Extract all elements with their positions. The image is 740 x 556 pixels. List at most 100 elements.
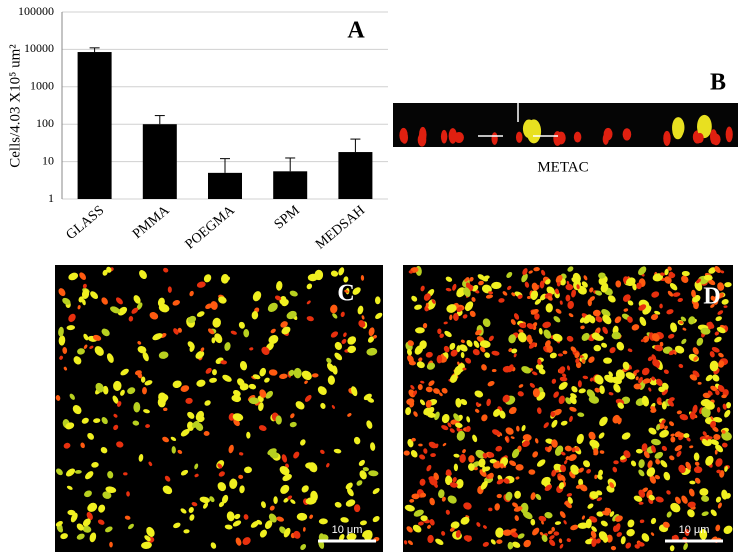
cell xyxy=(509,460,517,467)
cell xyxy=(433,472,439,481)
cell xyxy=(709,351,715,358)
cell xyxy=(482,452,488,459)
cell xyxy=(648,387,652,392)
cell xyxy=(496,478,504,485)
cell xyxy=(526,119,542,144)
cell xyxy=(443,345,450,353)
cell xyxy=(657,401,663,406)
cell xyxy=(699,529,708,540)
cell xyxy=(558,538,563,544)
cell xyxy=(180,385,190,392)
cell xyxy=(177,449,183,454)
cell xyxy=(667,400,674,407)
cell xyxy=(462,449,466,454)
cell xyxy=(559,543,564,549)
cell xyxy=(547,530,553,535)
cell xyxy=(248,397,260,405)
cell xyxy=(550,411,556,418)
cell xyxy=(480,480,488,490)
cell xyxy=(82,283,87,289)
cell xyxy=(418,357,423,362)
cell xyxy=(649,475,656,484)
cell xyxy=(258,402,264,412)
cell xyxy=(139,270,147,280)
cell xyxy=(367,336,375,343)
cell xyxy=(674,444,683,452)
cell xyxy=(269,505,275,511)
cell xyxy=(696,278,702,284)
cell xyxy=(366,420,373,429)
cell xyxy=(556,131,566,145)
cell xyxy=(259,529,267,538)
cell xyxy=(710,385,718,392)
cell xyxy=(538,515,547,522)
cell xyxy=(547,445,552,453)
cell xyxy=(419,340,427,350)
cell xyxy=(340,311,345,318)
cell xyxy=(717,384,725,393)
cell xyxy=(233,389,241,397)
cell xyxy=(463,502,472,510)
cell xyxy=(643,451,650,459)
cell xyxy=(640,338,645,342)
cell xyxy=(659,429,669,438)
cell xyxy=(500,463,504,469)
cell xyxy=(281,454,287,463)
cell xyxy=(604,374,615,383)
cell xyxy=(356,480,363,486)
cell xyxy=(420,380,425,384)
cell xyxy=(567,496,573,504)
x-tick-label: SPM xyxy=(272,203,304,233)
cell xyxy=(544,512,553,519)
cell xyxy=(87,432,95,440)
cell xyxy=(522,511,533,520)
cell xyxy=(409,402,415,408)
cell xyxy=(196,281,206,288)
cell xyxy=(317,386,327,395)
cell xyxy=(693,466,703,474)
cell xyxy=(532,388,540,398)
cell xyxy=(651,333,660,342)
x-tick-label: MEDSAH xyxy=(313,203,368,252)
cell xyxy=(526,296,532,299)
cell xyxy=(143,409,150,414)
cell xyxy=(488,472,494,479)
cell xyxy=(340,517,349,523)
cell xyxy=(511,292,516,297)
cell xyxy=(234,513,241,520)
cell xyxy=(650,532,655,536)
cell xyxy=(441,496,446,502)
cell xyxy=(259,367,267,377)
image-b-content xyxy=(399,114,733,147)
bar xyxy=(208,172,242,199)
cell xyxy=(162,485,173,495)
cell xyxy=(229,478,238,489)
cell xyxy=(621,432,631,440)
cell xyxy=(559,376,568,382)
cell xyxy=(476,522,481,527)
cell xyxy=(712,374,720,382)
cell xyxy=(218,471,225,477)
cell xyxy=(697,381,702,385)
cell xyxy=(279,373,288,379)
cell xyxy=(571,289,577,298)
cell xyxy=(217,482,227,492)
cell xyxy=(594,474,598,480)
cell xyxy=(202,502,209,509)
cell xyxy=(110,306,121,314)
cell xyxy=(581,332,590,341)
cell xyxy=(212,317,221,328)
cell xyxy=(647,356,653,362)
bar-chart: 1 10 100 1000 10000 100000 GLASS PMMA POEGMA SPM M… xyxy=(18,4,388,253)
cell xyxy=(417,384,423,391)
cell xyxy=(542,321,552,329)
cell xyxy=(84,490,92,498)
cell xyxy=(346,533,357,541)
cell xyxy=(654,451,664,459)
cell xyxy=(697,114,712,139)
cell xyxy=(660,460,668,468)
cell xyxy=(526,323,535,330)
cell xyxy=(681,495,688,504)
cell xyxy=(406,526,413,533)
cell xyxy=(173,522,181,529)
